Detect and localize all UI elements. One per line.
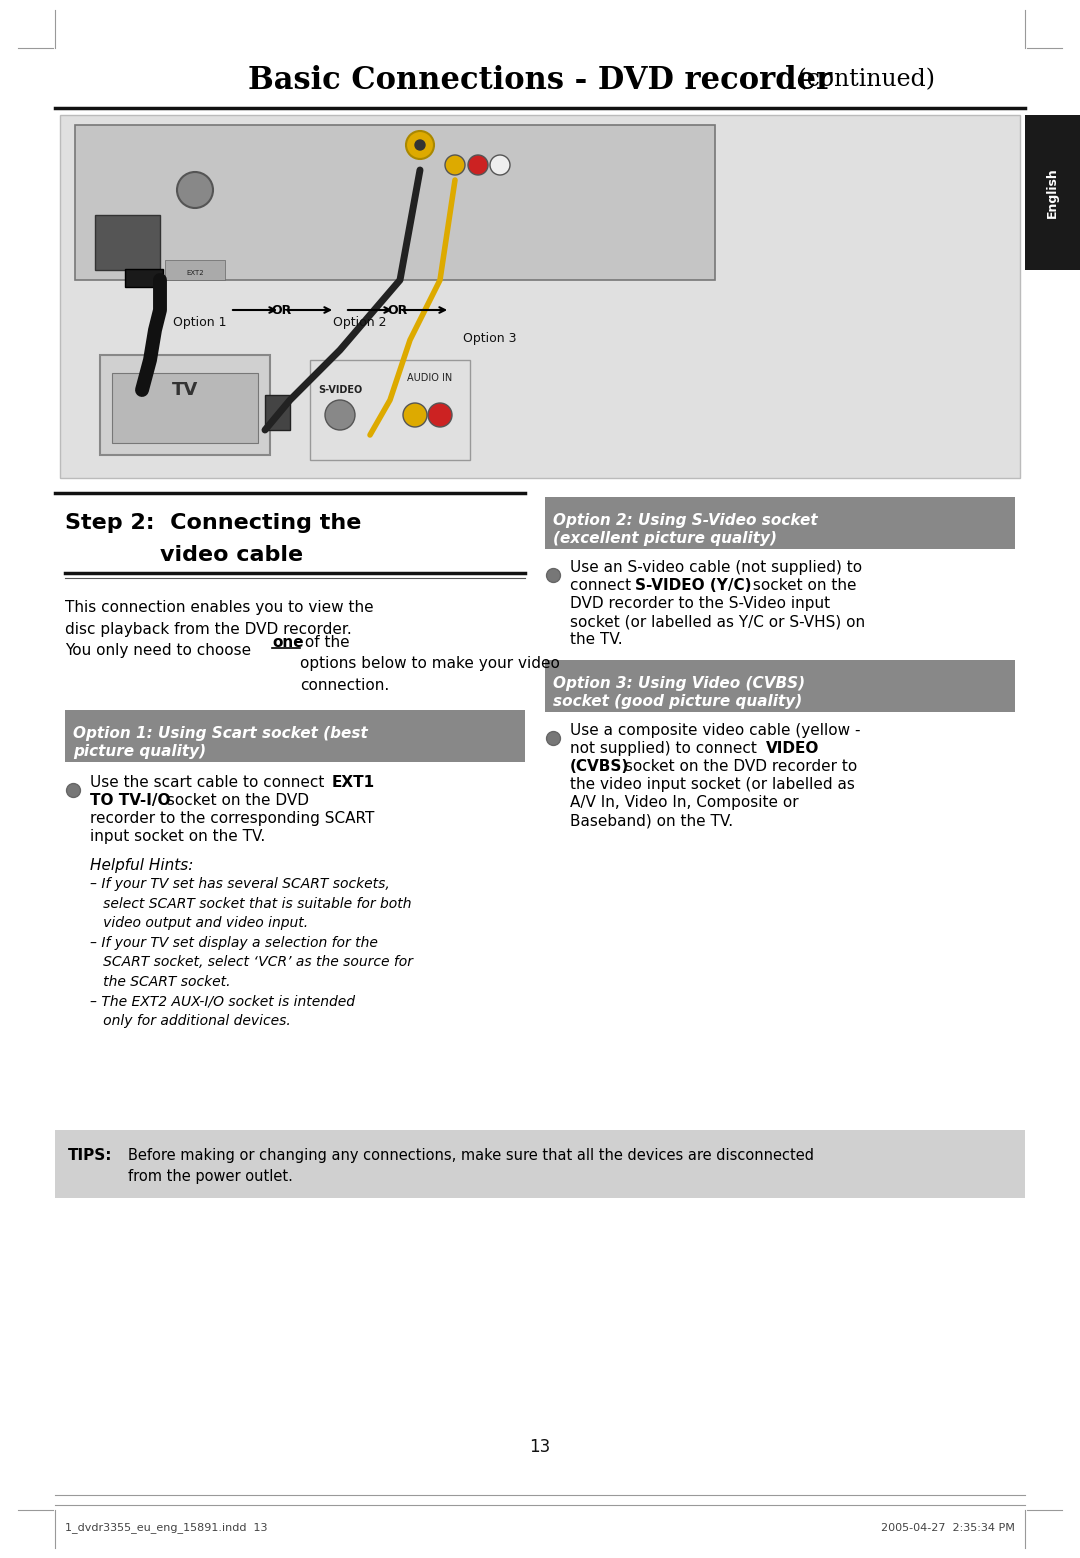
Text: input socket on the TV.: input socket on the TV. xyxy=(90,829,266,844)
Bar xyxy=(95,215,160,270)
Text: DVD recorder to the S-Video input: DVD recorder to the S-Video input xyxy=(570,597,831,611)
Text: socket (good picture quality): socket (good picture quality) xyxy=(553,693,802,709)
Bar xyxy=(75,125,715,280)
Text: socket on the DVD: socket on the DVD xyxy=(162,793,309,809)
Text: picture quality): picture quality) xyxy=(73,745,206,759)
Text: TV: TV xyxy=(172,382,198,399)
Text: the TV.: the TV. xyxy=(570,633,623,647)
Text: socket on the DVD recorder to: socket on the DVD recorder to xyxy=(620,759,858,774)
Text: Step 2:  Connecting the: Step 2: Connecting the xyxy=(65,513,362,533)
Text: Before making or changing any connections, make sure that all the devices are di: Before making or changing any connection… xyxy=(129,1148,814,1184)
Text: connect: connect xyxy=(570,578,636,594)
Text: VIDEO: VIDEO xyxy=(766,742,820,756)
Text: This connection enables you to view the
disc playback from the DVD recorder.
You: This connection enables you to view the … xyxy=(65,600,374,657)
Text: A/V In, Video In, Composite or: A/V In, Video In, Composite or xyxy=(570,795,798,810)
Text: Use the scart cable to connect: Use the scart cable to connect xyxy=(90,774,329,790)
Bar xyxy=(265,396,291,430)
Text: 2005-04-27  2:35:34 PM: 2005-04-27 2:35:34 PM xyxy=(881,1524,1015,1533)
Bar xyxy=(545,661,1015,712)
Text: 1_dvdr3355_eu_eng_15891.indd  13: 1_dvdr3355_eu_eng_15891.indd 13 xyxy=(65,1522,268,1533)
Text: Option 3: Using Video (CVBS): Option 3: Using Video (CVBS) xyxy=(553,676,805,692)
Text: Option 1: Using Scart socket (best: Option 1: Using Scart socket (best xyxy=(73,726,368,742)
Text: one: one xyxy=(272,634,303,650)
Text: EXT1: EXT1 xyxy=(332,774,375,790)
Circle shape xyxy=(445,154,465,174)
Circle shape xyxy=(177,171,213,209)
Circle shape xyxy=(490,154,510,174)
Bar xyxy=(125,270,163,287)
Text: Helpful Hints:: Helpful Hints: xyxy=(90,858,193,872)
Bar xyxy=(310,360,470,460)
Text: AUDIO IN: AUDIO IN xyxy=(407,372,453,383)
Text: – If your TV set has several SCART sockets,
   select SCART socket that is suita: – If your TV set has several SCART socke… xyxy=(90,877,413,1027)
Bar xyxy=(545,497,1015,548)
Text: Basic Connections - DVD recorder: Basic Connections - DVD recorder xyxy=(248,64,832,95)
Text: of the
options below to make your video
connection.: of the options below to make your video … xyxy=(300,634,559,693)
Text: Option 3: Option 3 xyxy=(463,332,516,344)
Text: video cable: video cable xyxy=(160,545,303,566)
Text: S-VIDEO (Y/C): S-VIDEO (Y/C) xyxy=(635,578,752,594)
Text: 13: 13 xyxy=(529,1438,551,1457)
Text: (excellent picture quality): (excellent picture quality) xyxy=(553,531,777,545)
Circle shape xyxy=(403,404,427,427)
Text: Use an S-video cable (not supplied) to: Use an S-video cable (not supplied) to xyxy=(570,559,862,575)
Text: socket on the: socket on the xyxy=(748,578,856,594)
Text: recorder to the corresponding SCART: recorder to the corresponding SCART xyxy=(90,812,375,826)
Text: the video input socket (or labelled as: the video input socket (or labelled as xyxy=(570,777,855,791)
Text: (CVBS): (CVBS) xyxy=(570,759,630,774)
Text: OR: OR xyxy=(272,304,292,316)
Text: TIPS:: TIPS: xyxy=(68,1148,112,1162)
Text: Option 2: Using S-Video socket: Option 2: Using S-Video socket xyxy=(553,513,818,528)
Text: English: English xyxy=(1045,168,1058,218)
Circle shape xyxy=(428,404,453,427)
Circle shape xyxy=(468,154,488,174)
Text: EXT2: EXT2 xyxy=(186,270,204,276)
Text: TO TV-I/O: TO TV-I/O xyxy=(90,793,171,809)
Text: Option 1: Option 1 xyxy=(173,316,227,329)
Bar xyxy=(100,355,270,455)
Text: Use a composite video cable (yellow -: Use a composite video cable (yellow - xyxy=(570,723,861,738)
Text: Baseband) on the TV.: Baseband) on the TV. xyxy=(570,813,733,827)
Circle shape xyxy=(406,131,434,159)
Text: socket (or labelled as Y/C or S-VHS) on: socket (or labelled as Y/C or S-VHS) on xyxy=(570,614,865,629)
Bar xyxy=(112,372,258,442)
Bar xyxy=(1025,115,1080,270)
Bar xyxy=(165,260,225,280)
Text: S-VIDEO: S-VIDEO xyxy=(318,385,362,396)
Bar xyxy=(65,710,525,762)
Bar xyxy=(55,1130,1025,1198)
Circle shape xyxy=(415,140,426,150)
Text: OR: OR xyxy=(387,304,407,316)
Text: (continued): (continued) xyxy=(789,69,935,92)
Text: not supplied) to connect: not supplied) to connect xyxy=(570,742,761,756)
Text: Option 2: Option 2 xyxy=(334,316,387,329)
Bar xyxy=(60,115,1020,478)
Circle shape xyxy=(325,400,355,430)
